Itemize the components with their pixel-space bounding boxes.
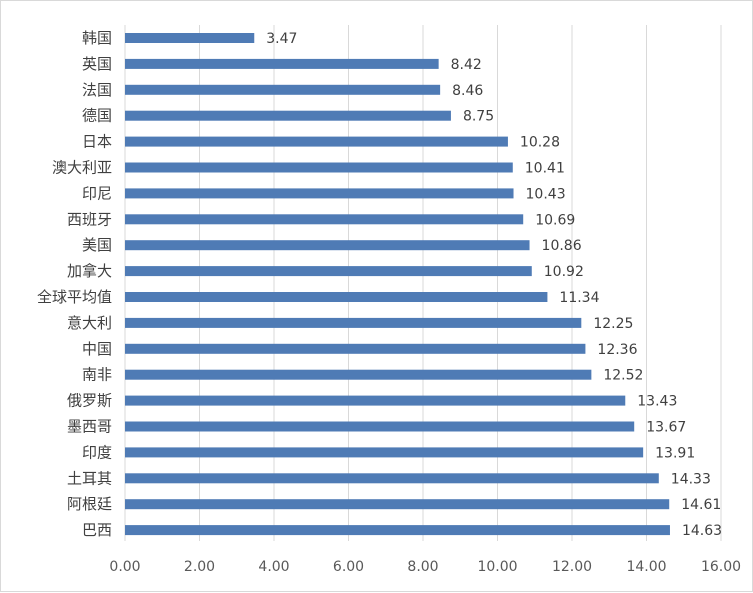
x-tick-label: 16.00: [701, 559, 741, 575]
bar: [125, 136, 508, 147]
data-label: 13.91: [655, 445, 695, 461]
gridlines: [124, 25, 722, 541]
bars: [125, 33, 670, 536]
bar: [125, 266, 532, 277]
category-label: 阿根廷: [67, 495, 112, 513]
category-label: 加拿大: [67, 262, 112, 280]
category-label: 印尼: [82, 184, 112, 202]
data-label: 12.52: [603, 368, 643, 384]
data-label: 8.46: [452, 83, 483, 99]
bar: [125, 317, 582, 328]
data-label: 12.36: [597, 342, 637, 358]
data-label: 3.47: [266, 31, 297, 47]
bar: [125, 188, 514, 199]
data-label: 13.67: [646, 420, 686, 436]
category-labels: 韩国英国法国德国日本澳大利亚印尼西班牙美国加拿大全球平均值意大利中国南非俄罗斯墨…: [37, 29, 112, 539]
x-tick-label: 14.00: [626, 559, 666, 575]
data-label: 14.61: [681, 497, 721, 513]
bar: [125, 214, 524, 225]
category-label: 墨西哥: [67, 418, 112, 436]
data-label: 11.34: [559, 290, 599, 306]
bar: [125, 110, 451, 121]
bar: [125, 84, 441, 95]
data-label: 10.41: [525, 161, 565, 177]
data-label: 12.25: [593, 316, 633, 332]
category-label: 韩国: [82, 29, 112, 47]
x-tick-label: 10.00: [477, 559, 517, 575]
category-label: 美国: [82, 236, 112, 254]
data-label: 14.63: [682, 523, 722, 539]
category-label: 西班牙: [67, 210, 112, 228]
bar: [125, 369, 592, 380]
category-label: 俄罗斯: [67, 392, 112, 410]
category-label: 巴西: [82, 521, 112, 539]
category-label: 英国: [82, 55, 112, 73]
data-label: 10.92: [544, 264, 584, 280]
data-label: 8.75: [463, 109, 494, 125]
category-label: 土耳其: [67, 469, 112, 487]
x-tick-label: 4.00: [258, 559, 289, 575]
category-label: 意大利: [67, 314, 112, 332]
value-labels: 3.47 8.42 8.46 8.75 10.28 10.41 10.43 10.69 10.8…: [266, 31, 722, 539]
data-label: 10.43: [526, 186, 566, 202]
bar: [125, 33, 255, 43]
bar: [125, 499, 670, 510]
bar: [125, 292, 548, 302]
bar: [125, 421, 635, 432]
bar: [125, 58, 439, 69]
x-tick-label: 12.00: [552, 559, 592, 575]
x-tick-label: 0.00: [109, 559, 140, 575]
category-label: 澳大利亚: [52, 159, 112, 177]
x-tick-label: 6.00: [333, 559, 364, 575]
category-label: 法国: [82, 81, 112, 99]
x-tick-label: 2.00: [184, 559, 215, 575]
category-label: 日本: [82, 133, 112, 151]
bar: [125, 447, 644, 458]
category-label: 德国: [82, 107, 112, 125]
bar: [125, 343, 586, 354]
data-label: 10.69: [535, 212, 575, 228]
bar: [125, 240, 530, 251]
data-label: 13.43: [637, 394, 677, 410]
x-tick-label: 8.00: [407, 559, 438, 575]
data-label: 8.42: [451, 57, 482, 73]
bar: [125, 525, 670, 536]
category-label: 印度: [82, 443, 112, 461]
category-label: 全球平均值: [37, 288, 112, 306]
bar: [125, 473, 659, 484]
data-label: 10.86: [542, 238, 582, 254]
category-label: 中国: [82, 340, 112, 358]
category-label: 南非: [82, 366, 112, 384]
data-label: 10.28: [520, 135, 560, 151]
bar: [125, 162, 513, 173]
bar: [125, 395, 626, 406]
x-axis-ticks: 0.00 2.00 4.00 6.00 8.00 10.00 12.00 14.00 16.00: [109, 559, 741, 575]
data-label: 14.33: [671, 471, 711, 487]
